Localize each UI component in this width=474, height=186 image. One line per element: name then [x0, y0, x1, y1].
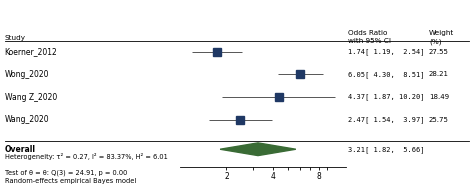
- Text: Odds Ratio: Odds Ratio: [348, 30, 388, 36]
- Text: Wang Z_2020: Wang Z_2020: [5, 93, 57, 102]
- Text: Wang_2020: Wang_2020: [5, 115, 49, 124]
- Text: (%): (%): [429, 38, 441, 44]
- Text: 28.21: 28.21: [429, 71, 449, 77]
- Text: 6.05[ 4.30,  8.51]: 6.05[ 4.30, 8.51]: [348, 71, 425, 78]
- Text: Heterogeneity: τ² = 0.27, I² = 83.37%, H² = 6.01: Heterogeneity: τ² = 0.27, I² = 83.37%, H…: [5, 153, 167, 160]
- Text: Wong_2020: Wong_2020: [5, 70, 49, 79]
- Text: 2.47[ 1.54,  3.97]: 2.47[ 1.54, 3.97]: [348, 116, 425, 123]
- Text: with 95% CI: with 95% CI: [348, 38, 392, 44]
- Text: Random-effects empirical Bayes model: Random-effects empirical Bayes model: [5, 178, 136, 184]
- Text: 27.55: 27.55: [429, 49, 449, 55]
- Text: Test of θ = θ: Q(3) = 24.91, p = 0.00: Test of θ = θ: Q(3) = 24.91, p = 0.00: [5, 170, 127, 176]
- Text: Koerner_2012: Koerner_2012: [5, 47, 57, 56]
- Text: Study: Study: [5, 35, 26, 41]
- Polygon shape: [220, 143, 296, 156]
- Text: 1.74[ 1.19,  2.54]: 1.74[ 1.19, 2.54]: [348, 48, 425, 55]
- Text: 3.21[ 1.82,  5.66]: 3.21[ 1.82, 5.66]: [348, 146, 425, 153]
- Text: 25.75: 25.75: [429, 117, 449, 123]
- Text: Overall: Overall: [5, 145, 36, 154]
- Text: Weight: Weight: [429, 30, 454, 36]
- Text: 4.37[ 1.87, 10.20]: 4.37[ 1.87, 10.20]: [348, 94, 425, 100]
- Text: 18.49: 18.49: [429, 94, 449, 100]
